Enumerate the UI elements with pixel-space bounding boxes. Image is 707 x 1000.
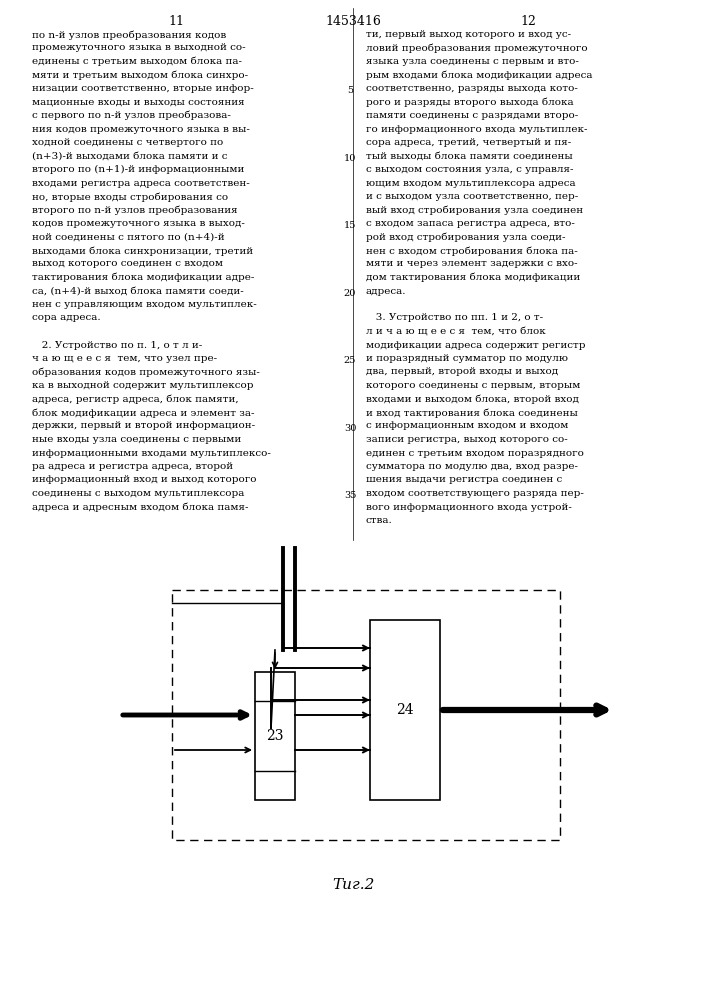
Text: рой вход стробирования узла соеди-: рой вход стробирования узла соеди- — [366, 232, 566, 242]
Text: языка узла соединены с первым и вто-: языка узла соединены с первым и вто- — [366, 57, 579, 66]
Text: выходами блока синхронизации, третий: выходами блока синхронизации, третий — [32, 246, 253, 255]
Text: вый вход стробирования узла соединен: вый вход стробирования узла соединен — [366, 206, 583, 215]
Text: держки, первый и второй информацион-: держки, первый и второй информацион- — [32, 422, 255, 430]
Text: ные входы узла соединены с первыми: ные входы узла соединены с первыми — [32, 435, 241, 444]
Text: 1453416: 1453416 — [325, 15, 381, 28]
Text: информационный вход и выход которого: информационный вход и выход которого — [32, 476, 257, 485]
Text: соответственно, разряды выхода кото-: соответственно, разряды выхода кото- — [366, 84, 578, 93]
Text: промежуточного языка в выходной со-: промежуточного языка в выходной со- — [32, 43, 245, 52]
Text: вого информационного входа устрой-: вого информационного входа устрой- — [366, 502, 572, 512]
Text: ной соединены с пятого по (n+4)-й: ной соединены с пятого по (n+4)-й — [32, 232, 225, 241]
Text: 12: 12 — [520, 15, 536, 28]
Text: ка в выходной содержит мультиплексор: ка в выходной содержит мультиплексор — [32, 381, 254, 390]
Text: и с выходом узла соответственно, пер-: и с выходом узла соответственно, пер- — [366, 192, 578, 201]
Text: са, (n+4)-й выход блока памяти соеди-: са, (n+4)-й выход блока памяти соеди- — [32, 286, 244, 296]
Text: единены с третьим выходом блока па-: единены с третьим выходом блока па- — [32, 57, 242, 66]
Text: выход которого соединен с входом: выход которого соединен с входом — [32, 259, 223, 268]
Text: 2. Устройство по п. 1, о т л и-: 2. Устройство по п. 1, о т л и- — [32, 340, 202, 350]
Text: сора адреса.: сора адреса. — [32, 314, 100, 322]
Text: по n-й узлов преобразования кодов: по n-й узлов преобразования кодов — [32, 30, 226, 39]
Text: 3. Устройство по пп. 1 и 2, о т-: 3. Устройство по пп. 1 и 2, о т- — [366, 314, 543, 322]
Text: 24: 24 — [396, 703, 414, 717]
Text: соединены с выходом мультиплексора: соединены с выходом мультиплексора — [32, 489, 245, 498]
Text: второго по n-й узлов преобразования: второго по n-й узлов преобразования — [32, 206, 238, 215]
Text: ти, первый выход которого и вход ус-: ти, первый выход которого и вход ус- — [366, 30, 571, 39]
Text: нен с управляющим входом мультиплек-: нен с управляющим входом мультиплек- — [32, 300, 257, 309]
Text: низации соответственно, вторые инфор-: низации соответственно, вторые инфор- — [32, 84, 254, 93]
Text: но, вторые входы стробирования со: но, вторые входы стробирования со — [32, 192, 228, 202]
Text: с информационным входом и входом: с информационным входом и входом — [366, 422, 568, 430]
Text: кодов промежуточного языка в выход-: кодов промежуточного языка в выход- — [32, 219, 245, 228]
Text: 10: 10 — [344, 154, 356, 163]
Text: входом соответствующего разряда пер-: входом соответствующего разряда пер- — [366, 489, 584, 498]
Text: адреса.: адреса. — [366, 286, 407, 296]
Text: сора адреса, третий, четвертый и пя-: сора адреса, третий, четвертый и пя- — [366, 138, 571, 147]
Text: дом тактирования блока модификации: дом тактирования блока модификации — [366, 273, 580, 282]
Text: адреса, регистр адреса, блок памяти,: адреса, регистр адреса, блок памяти, — [32, 394, 239, 404]
Text: блок модификации адреса и элемент за-: блок модификации адреса и элемент за- — [32, 408, 255, 418]
Text: 30: 30 — [344, 424, 356, 433]
Bar — [255, 672, 295, 800]
Text: записи регистра, выход которого со-: записи регистра, выход которого со- — [366, 435, 568, 444]
Bar — [172, 590, 560, 840]
Text: информационными входами мультиплексо-: информационными входами мультиплексо- — [32, 448, 271, 458]
Text: мационные входы и выходы состояния: мационные входы и выходы состояния — [32, 98, 245, 106]
Text: ства.: ства. — [366, 516, 393, 525]
Text: ющим входом мультиплексора адреса: ющим входом мультиплексора адреса — [366, 178, 575, 188]
Text: второго по (n+1)-й информационными: второго по (n+1)-й информационными — [32, 165, 245, 174]
Text: 35: 35 — [344, 491, 356, 500]
Text: го информационного входа мультиплек-: го информационного входа мультиплек- — [366, 124, 588, 133]
Text: входами регистра адреса соответствен-: входами регистра адреса соответствен- — [32, 178, 250, 188]
Text: образования кодов промежуточного язы-: образования кодов промежуточного язы- — [32, 367, 260, 377]
Text: сумматора по модулю два, вход разре-: сумматора по модулю два, вход разре- — [366, 462, 578, 471]
Text: ч а ю щ е е с я  тем, что узел пре-: ч а ю щ е е с я тем, что узел пре- — [32, 354, 217, 363]
Text: ходной соединены с четвертого по: ходной соединены с четвертого по — [32, 138, 223, 147]
Text: ловий преобразования промежуточного: ловий преобразования промежуточного — [366, 43, 588, 53]
Text: с выходом состояния узла, с управля-: с выходом состояния узла, с управля- — [366, 165, 573, 174]
Text: ра адреса и регистра адреса, второй: ра адреса и регистра адреса, второй — [32, 462, 233, 471]
Text: л и ч а ю щ е е с я  тем, что блок: л и ч а ю щ е е с я тем, что блок — [366, 327, 546, 336]
Text: которого соединены с первым, вторым: которого соединены с первым, вторым — [366, 381, 580, 390]
Text: модификации адреса содержит регистр: модификации адреса содержит регистр — [366, 340, 585, 350]
Text: с входом запаса регистра адреса, вто-: с входом запаса регистра адреса, вто- — [366, 219, 575, 228]
Text: шения выдачи регистра соединен с: шения выдачи регистра соединен с — [366, 476, 562, 485]
Text: два, первый, второй входы и выход: два, первый, второй входы и выход — [366, 367, 558, 376]
Text: (n+3)-й выходами блока памяти и с: (n+3)-й выходами блока памяти и с — [32, 151, 228, 160]
Text: и вход тактирования блока соединены: и вход тактирования блока соединены — [366, 408, 578, 418]
Text: рого и разряды второго выхода блока: рого и разряды второго выхода блока — [366, 98, 573, 107]
Text: 23: 23 — [267, 729, 284, 743]
Text: ния кодов промежуточного языка в вы-: ния кодов промежуточного языка в вы- — [32, 124, 250, 133]
Text: 15: 15 — [344, 221, 356, 230]
Text: Τиг.2: Τиг.2 — [332, 878, 374, 892]
Text: и поразрядный сумматор по модулю: и поразрядный сумматор по модулю — [366, 354, 568, 363]
Text: 5: 5 — [347, 86, 353, 95]
Bar — [370, 620, 440, 800]
Text: мяти и третьим выходом блока синхро-: мяти и третьим выходом блока синхро- — [32, 70, 248, 80]
Text: тактирования блока модификации адре-: тактирования блока модификации адре- — [32, 273, 255, 282]
Text: адреса и адресным входом блока памя-: адреса и адресным входом блока памя- — [32, 502, 248, 512]
Text: 25: 25 — [344, 356, 356, 365]
Text: рым входами блока модификации адреса: рым входами блока модификации адреса — [366, 70, 592, 80]
Text: тый выходы блока памяти соединены: тый выходы блока памяти соединены — [366, 151, 573, 160]
Text: памяти соединены с разрядами второ-: памяти соединены с разрядами второ- — [366, 111, 578, 120]
Text: 20: 20 — [344, 289, 356, 298]
Text: с первого по n-й узлов преобразова-: с первого по n-й узлов преобразова- — [32, 111, 231, 120]
Text: 11: 11 — [168, 15, 184, 28]
Text: входами и выходом блока, второй вход: входами и выходом блока, второй вход — [366, 394, 579, 404]
Text: нен с входом стробирования блока па-: нен с входом стробирования блока па- — [366, 246, 578, 255]
Text: мяти и через элемент задержки с вхо-: мяти и через элемент задержки с вхо- — [366, 259, 578, 268]
Text: единен с третьим входом поразрядного: единен с третьим входом поразрядного — [366, 448, 584, 458]
